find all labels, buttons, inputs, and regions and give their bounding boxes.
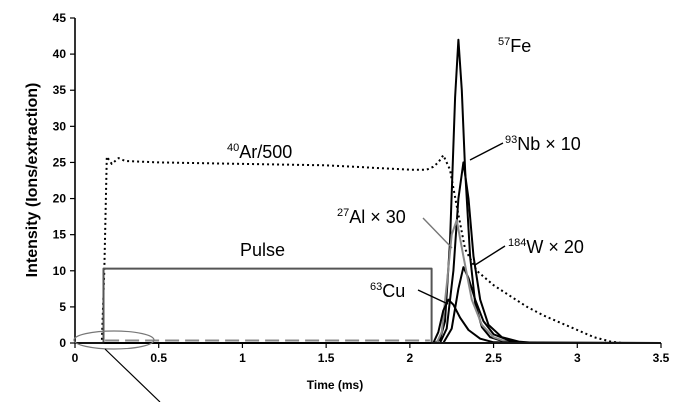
annotation-cu: 63Cu xyxy=(370,281,405,301)
axes xyxy=(74,18,661,344)
annotation-w-sup: 184 xyxy=(508,237,526,249)
cu-pointer xyxy=(417,289,449,305)
annotation-ar: 40Ar/500 xyxy=(227,142,292,162)
series-line-63cu xyxy=(75,298,662,344)
x-tick-label: 3.5 xyxy=(653,351,670,365)
x-tick-label: 2 xyxy=(407,351,414,365)
y-tick-label: 5 xyxy=(59,300,66,314)
y-tick-label: 25 xyxy=(53,155,67,169)
w-pointer xyxy=(474,245,506,266)
y-tick-label: 15 xyxy=(53,228,67,242)
annotation-fe-text: Fe xyxy=(510,36,531,56)
annotation-nb: 93Nb × 10 xyxy=(505,134,581,154)
series-line-pulse xyxy=(75,267,661,344)
y-tick-label: 20 xyxy=(53,192,67,206)
x-tick-label: 1 xyxy=(239,351,246,365)
y-tick-label: 0 xyxy=(59,336,66,350)
series-line-27al-30 xyxy=(75,219,661,344)
annotation-nb-sup: 93 xyxy=(505,134,517,146)
y-axis-title: Intensity (Ions/extraction) xyxy=(24,83,41,278)
annotation-w: 184W × 20 xyxy=(508,237,584,257)
x-tick-label: 0 xyxy=(72,351,79,365)
series-line-57fe xyxy=(75,38,661,344)
nb-pointer xyxy=(469,142,504,161)
plot-lines xyxy=(75,38,662,344)
annotation-w-text: W × 20 xyxy=(526,237,584,257)
series-line-184w-20 xyxy=(75,266,661,344)
annotation-fe-sup: 57 xyxy=(498,36,510,48)
annotation-pulse-text: Pulse xyxy=(240,240,285,260)
annotation-pulse: Pulse xyxy=(240,240,285,260)
annotation-cu-sup: 63 xyxy=(370,281,382,293)
series-line-40ar-500 xyxy=(75,154,661,344)
annotation-ar-sup: 40 xyxy=(227,142,239,154)
y-tick-label: 35 xyxy=(53,83,67,97)
annotation-al: 27Al × 30 xyxy=(337,207,406,227)
y-tick-label: 45 xyxy=(53,11,67,25)
pointers xyxy=(417,142,506,305)
annotation-cu-text: Cu xyxy=(382,281,405,301)
y-ticks: 0 5 10 15 20 25 30 35 40 45 xyxy=(53,11,75,350)
y-tick-label: 40 xyxy=(53,47,67,61)
annotation-ar-text: Ar/500 xyxy=(239,142,292,162)
zoom-ellipse xyxy=(73,330,155,350)
x-tick-label: 1.5 xyxy=(318,351,335,365)
x-ticks: 0 0.5 1 1.5 2 2.5 3 3.5 xyxy=(72,343,670,365)
x-tick-label: 2.5 xyxy=(485,351,502,365)
y-tick-label: 10 xyxy=(53,264,67,278)
x-tick-label: 0.5 xyxy=(150,351,167,365)
annotation-al-sup: 27 xyxy=(337,207,349,219)
al-pointer xyxy=(422,217,453,249)
labels: 57Fe 93Nb × 10 27Al × 30 184W × 20 63Cu 40Ar/… xyxy=(227,36,584,301)
x-axis-title: Time (ms) xyxy=(307,378,363,392)
annotation-al-text: Al × 30 xyxy=(349,207,406,227)
zoom-pointer-line xyxy=(104,348,161,402)
annotation-nb-text: Nb × 10 xyxy=(517,134,581,154)
x-tick-label: 3 xyxy=(574,351,581,365)
annotation-fe: 57Fe xyxy=(498,36,531,56)
y-tick-label: 30 xyxy=(53,119,67,133)
